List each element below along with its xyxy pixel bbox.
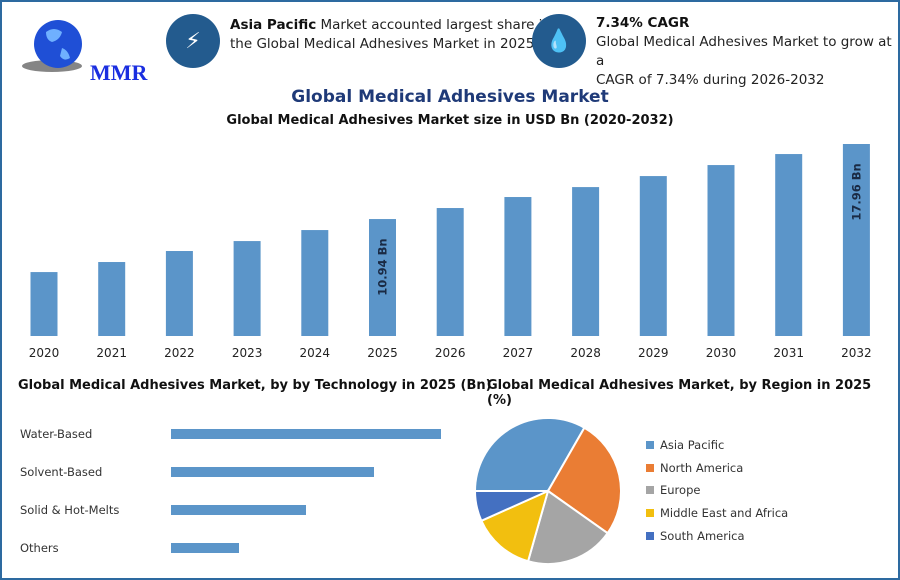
- x-tick-label: 2022: [164, 346, 195, 360]
- x-tick-label: 2031: [773, 346, 804, 360]
- region-pie-chart: [473, 417, 622, 565]
- highlight-region: Asia Pacific Market accounted largest sh…: [230, 16, 551, 54]
- data-label: 17.96 Bn: [849, 163, 863, 220]
- x-tick-label: 2025: [367, 346, 398, 360]
- bar-water-based: [171, 429, 441, 439]
- legend-label: North America: [660, 460, 744, 475]
- highlight-cagr: 7.34% CAGR Global Medical Adhesives Mark…: [596, 14, 900, 90]
- bar-2020: [30, 272, 58, 336]
- region-chart-title: Global Medical Adhesives Market, by Regi…: [487, 378, 872, 408]
- technology-label: Water-Based: [20, 427, 93, 441]
- bar-2021: [98, 262, 126, 336]
- technology-label: Solid & Hot-Melts: [20, 503, 120, 517]
- x-tick-label: 2021: [96, 346, 127, 360]
- pie-slice-middle-east-and-africa: [480, 489, 550, 563]
- highlight-text: the Global Medical Adhesives Market in 2…: [230, 36, 539, 52]
- x-tick-label: 2028: [570, 346, 601, 360]
- bar-2023: [233, 241, 261, 336]
- market-size-bar-chart: 2020 2021 2022 2023 2024 2025 10.94 Bn 2026 2027…: [29, 144, 872, 360]
- bar-2031: [775, 154, 803, 336]
- legend-swatch: [646, 486, 654, 495]
- bar-others: [171, 543, 239, 553]
- pie-slice-asia-pacific: [473, 417, 586, 492]
- legend-swatch: [646, 531, 654, 540]
- x-tick-label: 2027: [503, 346, 534, 360]
- bar-2026: [436, 208, 464, 336]
- logo-text: MMR: [90, 60, 148, 85]
- x-tick-label: 2024: [300, 346, 331, 360]
- legend-swatch: [646, 441, 654, 449]
- pie-slice-south-america: [473, 490, 549, 523]
- bar-solid-hot-melts: [171, 505, 306, 515]
- legend-item: Europe: [646, 483, 700, 497]
- chart-subtitle: Global Medical Adhesives Market size in …: [226, 113, 674, 128]
- bar-2029: [639, 176, 667, 336]
- pie-slice-europe: [526, 489, 609, 565]
- highlight-text: CAGR of 7.34% during 2026-2032: [596, 72, 825, 88]
- technology-label: Others: [20, 541, 59, 555]
- chart-title: Global Medical Adhesives Market: [291, 87, 609, 107]
- x-tick-label: 2020: [29, 346, 60, 360]
- x-tick-label: 2026: [435, 346, 466, 360]
- bar-2025: [369, 219, 396, 336]
- legend-swatch: [646, 509, 654, 518]
- globe-icon: [22, 20, 82, 72]
- legend-label: Europe: [660, 483, 701, 498]
- technology-chart-title: Global Medical Adhesives Market, by by T…: [18, 378, 492, 393]
- bar-2028: [572, 187, 600, 336]
- highlight-bold: 7.34% CAGR: [596, 15, 690, 31]
- drop-icon: 💧: [532, 14, 586, 68]
- legend-label: Asia Pacific: [660, 438, 725, 452]
- legend-item: Middle East and Africa: [646, 506, 788, 520]
- bar-2027: [504, 197, 532, 336]
- x-tick-label: 2029: [638, 346, 669, 360]
- lightning-icon: ⚡: [166, 14, 220, 68]
- legend-item: North America: [646, 461, 743, 475]
- highlight-text: Global Medical Adhesives Market to grow …: [596, 34, 892, 69]
- x-tick-label: 2030: [706, 346, 737, 360]
- legend-item: South America: [646, 529, 745, 543]
- mmr-logo: MMR: [18, 14, 147, 85]
- bar-2030: [707, 165, 735, 336]
- bar-2032: [842, 144, 870, 336]
- x-tick-label: 2023: [232, 346, 263, 360]
- data-label: 10.94 Bn: [376, 238, 390, 295]
- bar-2024: [301, 230, 329, 336]
- legend-label: Middle East and Africa: [660, 506, 789, 521]
- pie-slice-north-america: [546, 426, 622, 535]
- legend-item: Asia Pacific: [646, 438, 724, 452]
- highlight-text: Market accounted largest share in: [316, 17, 551, 33]
- legend-swatch: [646, 463, 654, 472]
- x-tick-label: 2032: [841, 346, 872, 360]
- highlight-bold: Asia Pacific: [230, 17, 317, 33]
- bar-solvent-based: [171, 467, 374, 477]
- legend-label: South America: [660, 528, 745, 543]
- technology-label: Solvent-Based: [20, 465, 103, 479]
- bar-2022: [165, 251, 193, 336]
